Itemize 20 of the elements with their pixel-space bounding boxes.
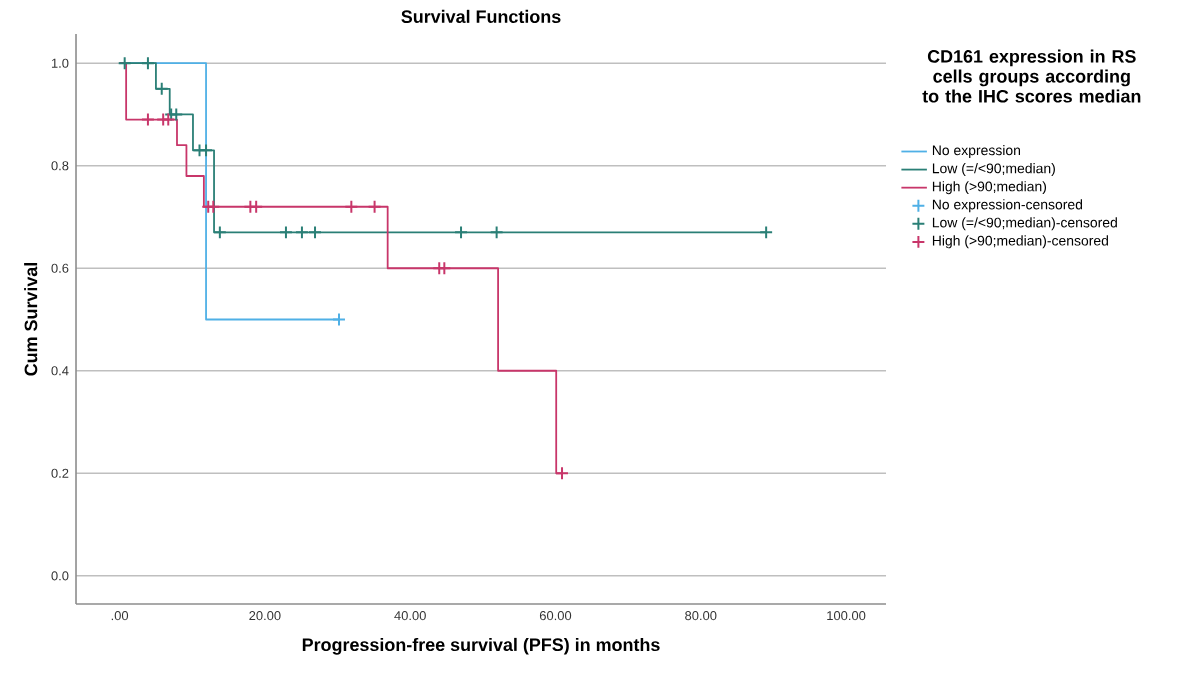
point bbox=[437, 261, 452, 276]
point bbox=[169, 107, 184, 122]
point bbox=[249, 199, 264, 214]
point bbox=[278, 225, 293, 240]
x-axis-title: Progression-free survival (PFS) in months bbox=[302, 637, 660, 655]
point bbox=[140, 56, 155, 71]
point bbox=[192, 143, 207, 158]
point bbox=[212, 225, 227, 240]
point bbox=[294, 225, 309, 240]
point bbox=[154, 81, 169, 96]
point bbox=[454, 225, 469, 240]
point bbox=[367, 199, 382, 214]
point bbox=[308, 225, 322, 240]
legend-title: CD161 expression in RS cells groups according to the IHC scores median bbox=[922, 49, 1141, 103]
point bbox=[199, 143, 214, 158]
point bbox=[489, 225, 504, 240]
point bbox=[344, 199, 359, 214]
y-axis-title: Cum Survival bbox=[24, 262, 38, 376]
chart-title: Survival Functions bbox=[401, 9, 561, 24]
point bbox=[140, 112, 155, 127]
